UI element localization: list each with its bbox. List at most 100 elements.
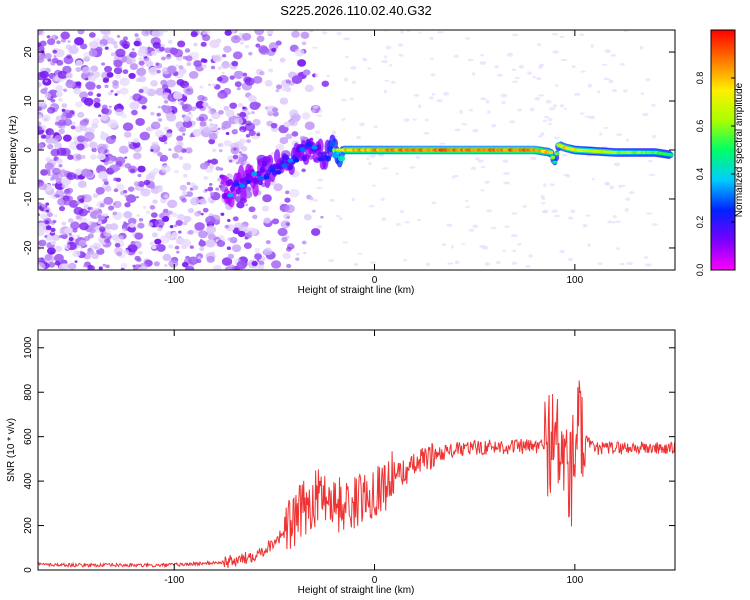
spectrogram-noise-blob [359, 122, 365, 127]
spectrogram-noise-blob [87, 264, 93, 270]
spectrogram-noise-blob [441, 243, 447, 246]
spectrogram-noise-blob [150, 121, 161, 130]
spectrogram-noise-blob [271, 107, 279, 113]
spectrogram-noise-blob [100, 113, 109, 121]
snr-y-tick-label: 0 [23, 567, 34, 573]
spectrogram-noise-blob [172, 91, 183, 100]
spectrogram-noise-blob [322, 31, 328, 35]
spectrogram-noise-blob [257, 264, 265, 270]
spectrogram-noise-blob [68, 199, 79, 208]
spectrogram-noise-blob [485, 99, 490, 104]
spectrogram-noise-blob [55, 85, 64, 92]
spectrogram-noise-blob [176, 213, 186, 221]
spectrogram-noise-blob [303, 213, 312, 221]
spectrogram-noise-blob [625, 138, 630, 142]
spectrogram-noise-blob [436, 99, 443, 103]
spectrogram-noise-blob [304, 121, 315, 130]
spectrogram-noise-blob [571, 65, 576, 69]
spectrogram-noise-blob [123, 211, 133, 219]
spectrogram-noise-blob [112, 80, 119, 86]
spectrogram-noise-blob [450, 245, 454, 249]
spectrogram-noise-blob [145, 210, 151, 215]
spectrogram-noise-blob [496, 260, 501, 265]
spectrogram-noise-blob [471, 72, 476, 76]
spectrogram-noise-blob [468, 108, 474, 112]
spectrogram-noise-blob [112, 211, 118, 216]
spectrogram-noise-blob [651, 103, 656, 107]
spectrogram-noise-blob [232, 51, 243, 60]
spectrogram-noise-blob [61, 221, 67, 226]
spectrogram-noise-blob [38, 143, 44, 150]
spectrogram-noise-blob [530, 107, 535, 112]
spectrogram-noise-blob [353, 262, 359, 267]
spectrogram-noise-blob [77, 180, 87, 189]
spectrogram-noise-blob [537, 42, 541, 47]
spectrogram-y-tick-label: 10 [23, 95, 34, 107]
spectrogram-noise-blob [215, 38, 222, 44]
snr-y-ticks: 0 200 400 600 800 1000 [23, 336, 675, 573]
spectrogram-noise-blob [154, 129, 165, 138]
spectrogram-noise-blob [252, 214, 258, 220]
spectrogram-noise-blob [50, 240, 56, 246]
spectrogram-cell [255, 170, 261, 177]
spectrogram-noise-blob [280, 220, 291, 229]
spectrogram-noise-blob [107, 91, 113, 96]
spectrogram-noise-blob [128, 72, 136, 79]
spectrogram-noise-blob [309, 196, 314, 201]
spectrogram-noise-blob [208, 83, 212, 87]
spectrogram-noise-blob [382, 167, 389, 170]
spectrogram-noise-blob [506, 52, 514, 57]
spectrogram-noise-blob [219, 167, 224, 171]
spectrogram-cell [287, 158, 294, 163]
spectrogram-noise-blob [54, 135, 62, 141]
spectrogram-noise-blob [149, 241, 155, 246]
spectrogram-noise-blob [275, 88, 280, 93]
spectrogram-noise-blob [316, 225, 323, 229]
spectrogram-noise-blob [148, 170, 157, 178]
spectrogram-noise-blob [622, 89, 628, 93]
spectrogram-noise-blob [652, 134, 657, 139]
spectrogram-noise-blob [104, 155, 115, 164]
spectrogram-noise-blob [423, 131, 430, 135]
spectrogram-noise-blob [234, 81, 242, 88]
spectrogram-noise-blob [157, 152, 163, 157]
spectrogram-noise-blob [160, 164, 171, 173]
spectrogram-noise-blob [238, 224, 249, 233]
spectrogram-noise-blob [570, 209, 576, 214]
spectrogram-noise-blob [76, 143, 85, 151]
spectrogram-noise-blob [83, 264, 87, 268]
spectrogram-y-tick-label: 0 [23, 147, 34, 153]
spectrogram-noise-blob [174, 245, 180, 250]
spectrogram-noise-blob [512, 80, 518, 83]
spectrogram-noise-blob [373, 125, 378, 129]
spectrogram-noise-blob [217, 143, 222, 147]
spectrogram-noise-blob [218, 149, 223, 153]
spectrogram-noise-blob [467, 58, 474, 62]
spectrogram-noise-blob [161, 216, 170, 223]
snr-series-line [38, 380, 675, 569]
spectrogram-noise-blob [181, 104, 189, 110]
spectrogram-noise-blob [231, 60, 239, 67]
spectrogram-noise-blob [96, 164, 104, 171]
spectrogram-noise-blob [447, 262, 454, 265]
spectrogram-noise-blob [61, 183, 69, 189]
spectrogram-noise-blob [150, 80, 158, 87]
spectrogram-noise-blob [438, 142, 446, 145]
spectrogram-noise-blob [103, 196, 114, 205]
spectrogram-noise-blob [527, 71, 532, 75]
spectrogram-noise-blob [151, 141, 159, 148]
spectrogram-noise-blob [350, 66, 357, 70]
spectrogram-noise-blob [480, 97, 487, 101]
spectrogram-noise-blob [163, 141, 168, 145]
spectrogram-noise-blob [554, 214, 561, 218]
spectrogram-noise-blob [310, 228, 321, 236]
spectrogram-noise-blob [38, 213, 41, 217]
colorbar-tick-label: 0.0 [695, 264, 705, 277]
spectrogram-noise-blob [54, 245, 63, 252]
snr-xlabel: Height of straight line (km) [298, 585, 415, 596]
spectrogram-noise-blob [604, 181, 610, 185]
spectrogram-noise-blob [233, 129, 238, 133]
spectrogram-noise [38, 30, 658, 270]
spectrogram-noise-blob [243, 242, 252, 250]
spectrogram-noise-blob [281, 236, 288, 242]
